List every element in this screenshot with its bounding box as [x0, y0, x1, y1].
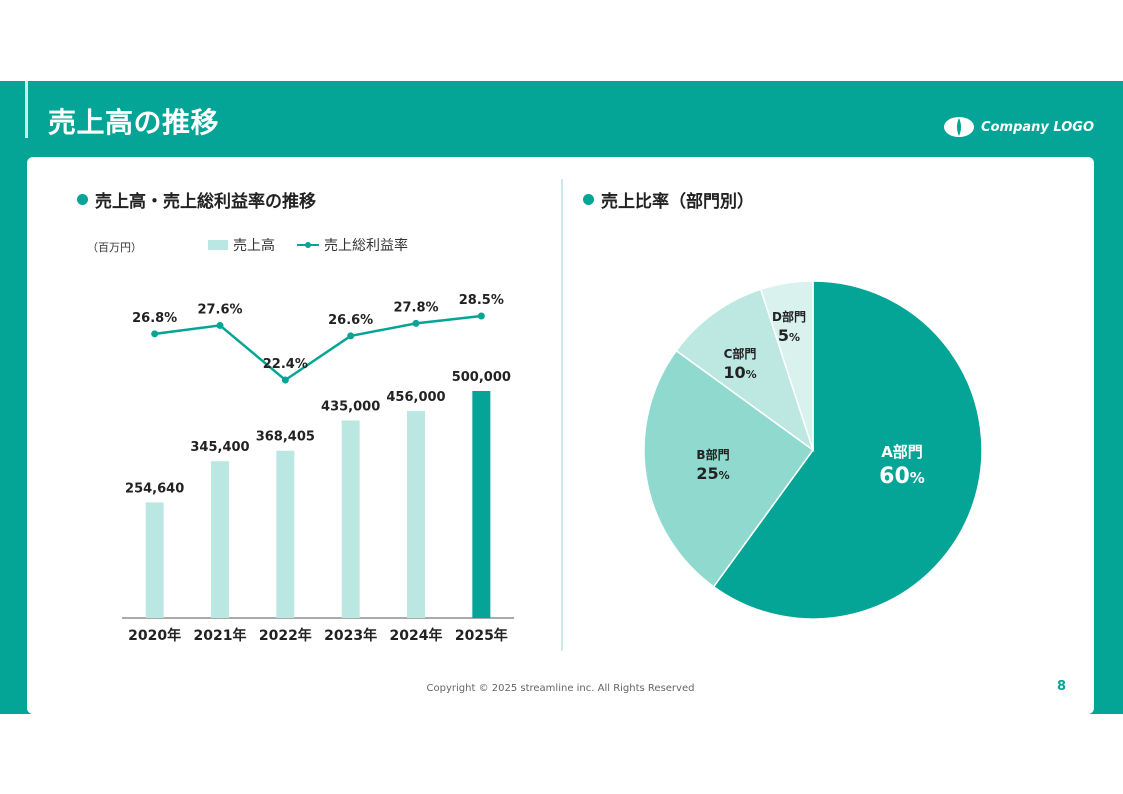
margin-label: 26.8%: [132, 311, 177, 326]
logo-text: Company LOGO: [981, 119, 1094, 135]
bar-chart-title: 売上高・売上総利益率の推移: [77, 187, 316, 212]
margin-label: 26.6%: [328, 313, 373, 328]
legend-sales: 売上高: [208, 235, 275, 255]
y-unit-label: （百万円）: [87, 241, 142, 254]
pie-slice-label: D部門: [772, 309, 806, 324]
margin-point: [412, 319, 420, 327]
sales-bar-label: 435,000: [321, 400, 380, 415]
pie-value-unit: %: [910, 469, 925, 487]
page-number: 8: [1056, 679, 1066, 694]
pie-value-number: 60: [879, 464, 910, 489]
pie-slice: [759, 280, 814, 451]
content-panel: 売上高・売上総利益率の推移 売上比率（部門別） （百万円） 売上高 売上総利益率…: [27, 157, 1094, 714]
x-tick-label: 2021年: [194, 627, 247, 644]
pie-slice-label: B部門: [696, 447, 729, 462]
copyright-footer: Copyright © 2025 streamline inc. All Rig…: [426, 683, 695, 694]
pie-slice-value: 5%: [778, 326, 800, 345]
slide-background: 売上高の推移 Company LOGO 売上高・売上総利益率の推移 売上比率（部…: [0, 81, 1123, 714]
pie-slice-label: A部門: [881, 443, 923, 461]
pie-slice: [643, 349, 815, 588]
margin-point: [216, 321, 224, 329]
sales-bar: [407, 410, 425, 618]
sales-bar-label: 500,000: [452, 370, 511, 385]
sales-bar-label: 254,640: [125, 481, 184, 496]
margin-label: 22.4%: [263, 357, 308, 372]
x-tick-label: 2023年: [324, 627, 377, 644]
margin-label: 27.6%: [197, 302, 242, 317]
pie-value-unit: %: [719, 469, 730, 482]
pie-value-unit: %: [789, 331, 800, 344]
company-logo: Company LOGO: [944, 117, 1094, 137]
x-tick-label: 2024年: [390, 627, 443, 644]
pie-value-number: 5: [778, 326, 789, 345]
sales-bar-label: 456,000: [386, 390, 445, 405]
margin-point: [281, 376, 289, 384]
margin-label: 28.5%: [459, 293, 504, 308]
bullet-dot-icon: [77, 194, 88, 205]
legend-line-swatch: [297, 242, 319, 248]
sales-bar: [211, 461, 229, 618]
pie-value-unit: %: [746, 368, 757, 381]
x-tick-label: 2022年: [259, 627, 312, 644]
margin-point: [477, 312, 485, 320]
sales-bar-label: 345,400: [190, 440, 249, 455]
pie-value-number: 25: [696, 464, 718, 483]
sales-bar: [472, 391, 491, 618]
legend-sales-label: 売上高: [233, 238, 275, 254]
pie-chart-title: 売上比率（部門別）: [583, 187, 754, 212]
pie-slice-value: 10%: [723, 363, 756, 382]
sales-bar-label: 368,405: [256, 430, 315, 445]
sales-bar: [145, 502, 164, 618]
logo-icon: [944, 117, 975, 137]
title-accent-line: [25, 81, 28, 138]
margin-point: [151, 330, 159, 338]
pie-slice-value: 25%: [696, 464, 729, 483]
sales-bar: [276, 450, 295, 618]
pie-chart-title-text: 売上比率（部門別）: [601, 192, 754, 212]
margin-point: [347, 332, 355, 340]
legend-margin-label: 売上総利益率: [324, 238, 408, 254]
section-divider: [561, 179, 563, 651]
pie-slice-value: 60%: [879, 464, 925, 489]
margin-line: [154, 314, 482, 382]
sales-bar: [341, 420, 360, 618]
bar-line-chart: 254,640 2020年 345,400 2021年 368,405 2022年 435,…: [122, 293, 514, 644]
pie-value-number: 10: [723, 363, 745, 382]
bullet-dot-icon: [583, 194, 594, 205]
margin-label: 27.8%: [393, 300, 438, 315]
x-tick-label: 2020年: [128, 627, 181, 644]
page-title: 売上高の推移: [48, 106, 220, 139]
legend-margin: 売上総利益率: [297, 235, 408, 255]
pie-slice: [675, 288, 815, 452]
pie-slice: [712, 280, 983, 620]
pie-slice-label: C部門: [724, 346, 757, 361]
bar-chart-title-text: 売上高・売上総利益率の推移: [95, 192, 316, 212]
x-tick-label: 2025年: [455, 627, 508, 644]
legend-bar-swatch: [208, 240, 228, 250]
